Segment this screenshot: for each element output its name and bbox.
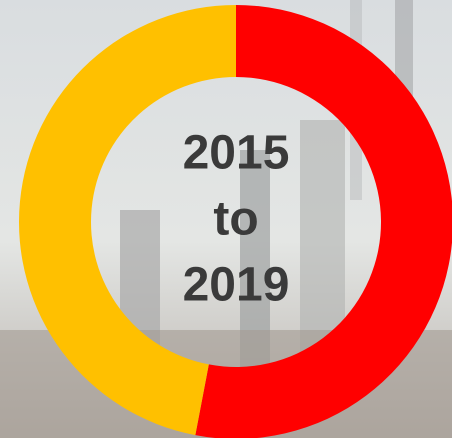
donut-segment (19, 5, 236, 436)
center-label: to (213, 193, 258, 246)
donut-segment (195, 5, 452, 438)
center-label: 2019 (183, 259, 290, 312)
center-label: 2015 (183, 127, 290, 180)
